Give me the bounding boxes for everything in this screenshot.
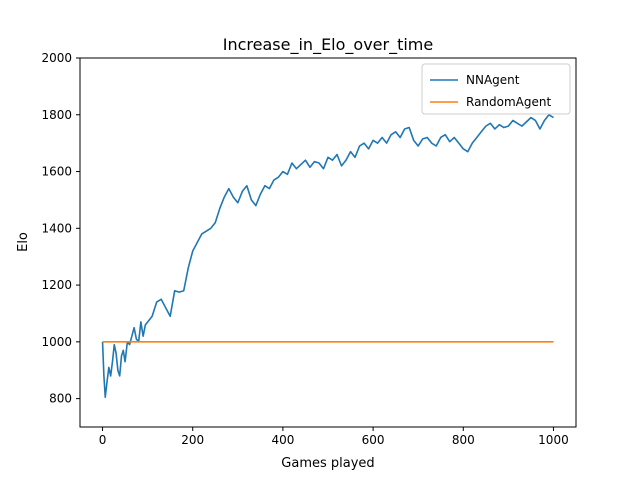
x-tick-label: 0 <box>99 433 107 447</box>
legend: NNAgent RandomAgent <box>421 63 571 115</box>
axes-frame <box>79 57 577 428</box>
x-tick-label: 1000 <box>538 433 569 447</box>
y-axis-label: Elo <box>16 232 31 252</box>
y-tick-label: 2000 <box>41 51 72 65</box>
legend-box <box>421 63 571 115</box>
x-tick-label: 800 <box>452 433 475 447</box>
chart-title: Increase_in_Elo_over_time <box>223 35 433 55</box>
y-tick-label: 1600 <box>41 165 72 179</box>
x-tick-label: 600 <box>362 433 385 447</box>
y-tick-label: 1800 <box>41 108 72 122</box>
y-tick-label: 800 <box>49 392 72 406</box>
y-tick-label: 1000 <box>41 335 72 349</box>
x-axis-label: Games played <box>281 456 374 471</box>
plot-area: 0 200 400 600 800 1000 800 1000 1200 1400 1600 1800… <box>41 51 577 447</box>
x-tick-label: 400 <box>271 433 294 447</box>
y-tick-label: 1400 <box>41 221 72 235</box>
y-tick-label: 1200 <box>41 278 72 292</box>
legend-label-randomagent: RandomAgent <box>466 95 551 109</box>
x-tick-label: 200 <box>181 433 204 447</box>
legend-label-nnagent: NNAgent <box>466 73 520 87</box>
